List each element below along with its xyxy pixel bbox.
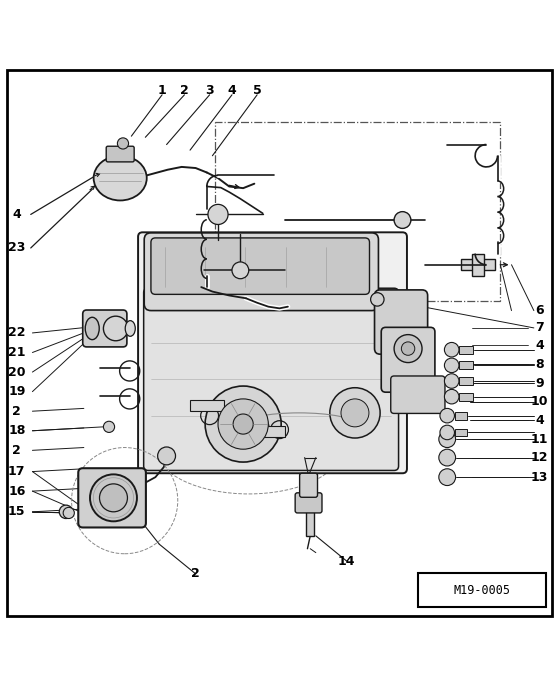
Circle shape	[330, 388, 380, 438]
Circle shape	[341, 399, 369, 427]
Bar	[459, 377, 473, 385]
Circle shape	[444, 342, 459, 357]
FancyBboxPatch shape	[144, 233, 378, 311]
Circle shape	[103, 316, 128, 341]
Circle shape	[444, 358, 459, 372]
Text: 10: 10	[530, 395, 548, 408]
Ellipse shape	[125, 320, 135, 336]
Circle shape	[401, 342, 415, 355]
Circle shape	[208, 204, 228, 224]
FancyBboxPatch shape	[144, 288, 399, 471]
Text: 4: 4	[12, 208, 21, 221]
Text: M19-0005: M19-0005	[453, 584, 510, 597]
FancyBboxPatch shape	[83, 310, 127, 347]
FancyBboxPatch shape	[381, 327, 435, 392]
Text: 4: 4	[228, 84, 236, 97]
Bar	[459, 346, 473, 353]
FancyBboxPatch shape	[375, 290, 428, 354]
Text: 20: 20	[8, 366, 26, 379]
Text: 17: 17	[8, 465, 26, 478]
Bar	[459, 393, 473, 401]
FancyBboxPatch shape	[138, 233, 407, 473]
Circle shape	[232, 262, 249, 279]
Circle shape	[158, 447, 176, 465]
Text: 19: 19	[8, 385, 26, 398]
Circle shape	[394, 212, 411, 228]
Text: 11: 11	[530, 433, 548, 446]
FancyBboxPatch shape	[106, 146, 134, 162]
Text: 4: 4	[535, 414, 544, 427]
Ellipse shape	[85, 318, 100, 340]
Circle shape	[444, 374, 459, 388]
Bar	[215, 122, 500, 301]
Text: 12: 12	[530, 451, 548, 464]
Circle shape	[439, 449, 456, 466]
Circle shape	[90, 474, 137, 521]
Bar	[418, 573, 546, 607]
Circle shape	[117, 138, 129, 149]
Circle shape	[59, 505, 73, 519]
Bar	[252, 426, 285, 437]
Circle shape	[205, 386, 281, 462]
Circle shape	[100, 484, 127, 512]
Text: 8: 8	[535, 357, 544, 370]
Text: 22: 22	[8, 327, 26, 340]
Circle shape	[439, 431, 456, 447]
Bar	[472, 254, 484, 276]
Circle shape	[440, 425, 454, 440]
Circle shape	[63, 508, 74, 519]
Circle shape	[444, 390, 459, 404]
Circle shape	[103, 421, 115, 432]
Text: 5: 5	[253, 84, 262, 97]
FancyBboxPatch shape	[295, 493, 322, 513]
Circle shape	[371, 293, 384, 306]
Circle shape	[439, 469, 456, 486]
FancyBboxPatch shape	[391, 376, 445, 414]
Circle shape	[394, 335, 422, 363]
Circle shape	[440, 408, 454, 423]
Text: 14: 14	[338, 554, 356, 567]
Text: 23: 23	[8, 241, 26, 255]
Text: 9: 9	[535, 377, 544, 390]
Text: 2: 2	[12, 405, 21, 418]
Text: 16: 16	[8, 484, 26, 497]
Bar	[190, 400, 224, 411]
FancyBboxPatch shape	[151, 238, 369, 294]
Text: 2: 2	[191, 567, 200, 580]
Ellipse shape	[93, 156, 146, 200]
Text: 2: 2	[180, 84, 189, 97]
Text: 13: 13	[530, 471, 548, 484]
Bar	[455, 412, 467, 420]
Text: 21: 21	[8, 346, 26, 359]
Bar	[455, 429, 467, 436]
Circle shape	[233, 414, 253, 434]
Circle shape	[218, 399, 268, 449]
Text: 4: 4	[535, 339, 544, 352]
Bar	[461, 259, 495, 270]
Text: 18: 18	[8, 424, 26, 437]
Text: 7: 7	[535, 322, 544, 334]
Text: 6: 6	[535, 304, 544, 317]
Bar	[306, 508, 314, 536]
FancyBboxPatch shape	[300, 473, 318, 497]
FancyBboxPatch shape	[78, 469, 146, 528]
Text: 3: 3	[205, 84, 214, 97]
Bar	[459, 362, 473, 369]
Text: 15: 15	[8, 506, 26, 519]
Text: 2: 2	[12, 444, 21, 457]
Text: 1: 1	[158, 84, 167, 97]
